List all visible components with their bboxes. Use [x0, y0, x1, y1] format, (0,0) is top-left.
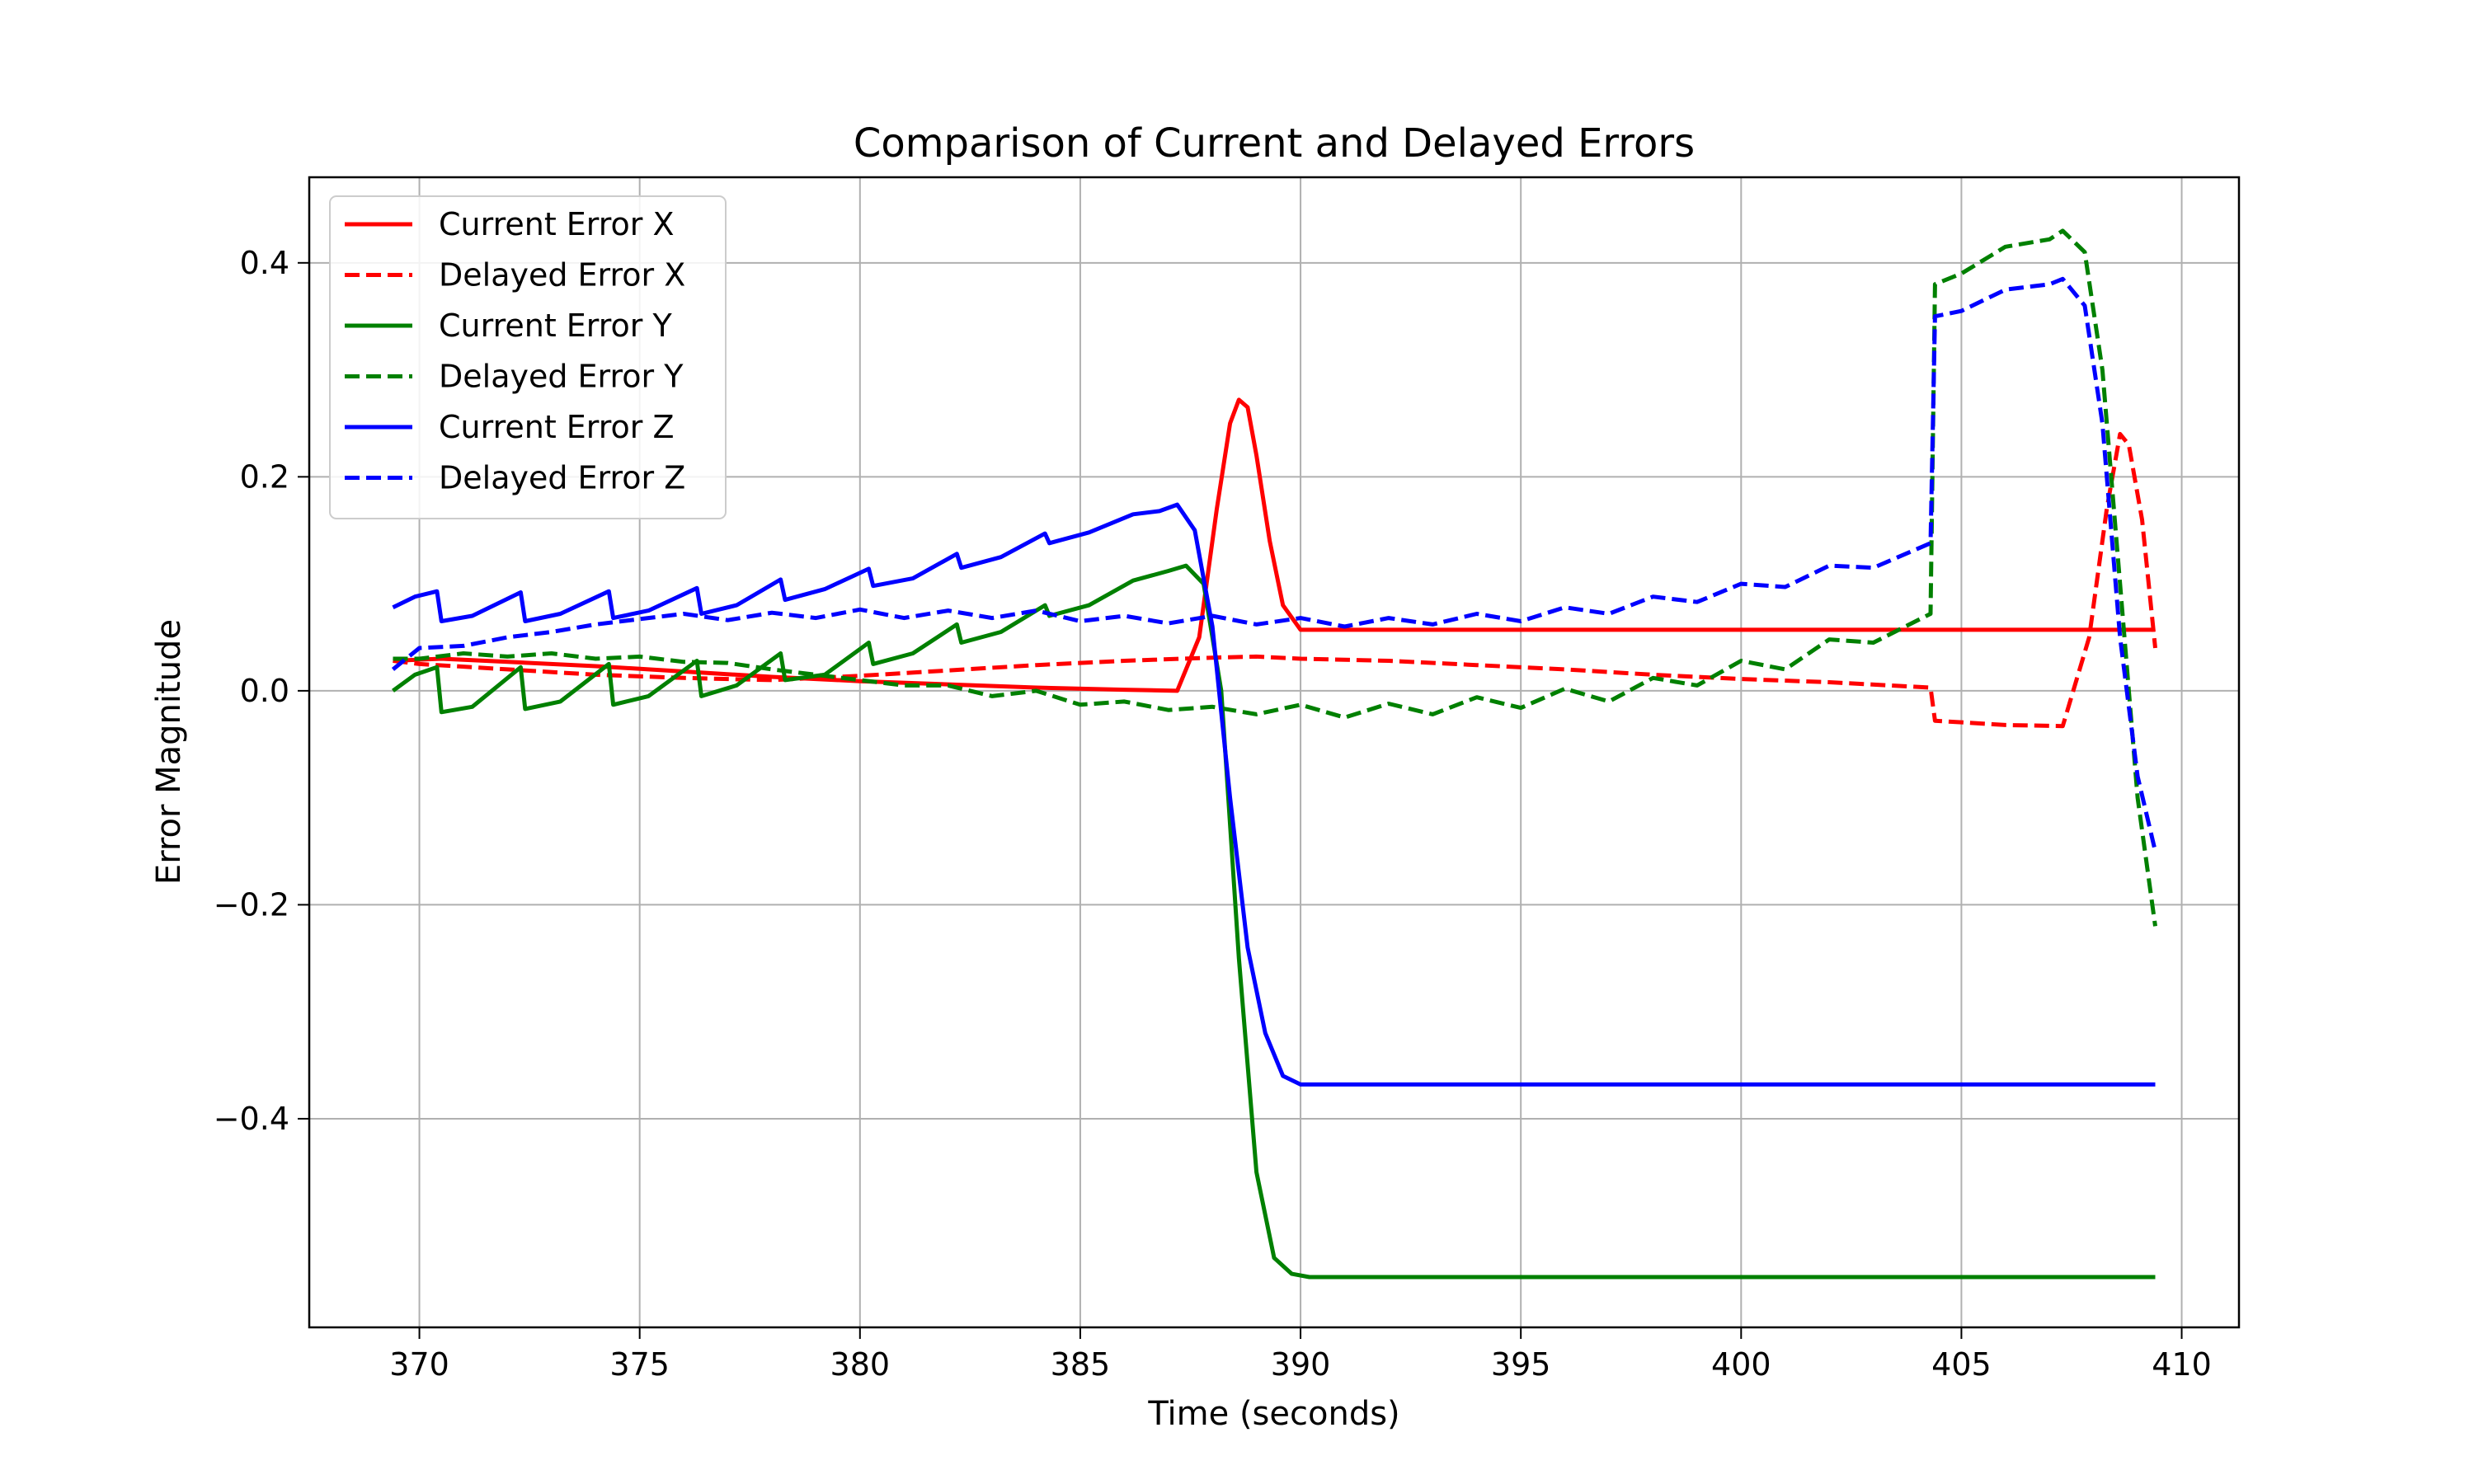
y-axis-label: Error Magnitude	[150, 619, 188, 885]
plot-frame	[308, 176, 2241, 1329]
legend-label: Current Error Z	[439, 409, 675, 445]
x-tick-label: 405	[1931, 1346, 1992, 1383]
y-tick-label: −0.2	[214, 886, 289, 923]
x-tick-label: 400	[1711, 1346, 1771, 1383]
x-axis-label: Time (seconds)	[1147, 1395, 1399, 1433]
x-tick-label: 410	[2152, 1346, 2212, 1383]
series-line-delayed-error-y	[393, 228, 2157, 927]
x-tick-label: 375	[609, 1346, 670, 1383]
legend: Current Error X Delayed Error X Current Er…	[329, 195, 727, 519]
y-tick-label: 0.0	[240, 673, 289, 709]
legend-label: Current Error Y	[439, 308, 673, 344]
y-tick-label: 0.2	[240, 458, 289, 495]
legend-label: Current Error X	[439, 206, 675, 242]
legend-label: Delayed Error X	[439, 257, 685, 294]
x-tick-label: 385	[1051, 1346, 1111, 1383]
legend-label: Delayed Error Z	[439, 460, 685, 496]
series-line-current-error-x	[393, 397, 2156, 693]
legend-label: Delayed Error Y	[439, 359, 684, 395]
y-tick-label: 0.4	[240, 245, 289, 281]
chart-title: Comparison of Current and Delayed Errors	[854, 120, 1695, 167]
x-tick-label: 395	[1491, 1346, 1551, 1383]
ticks: 370 375 380 385 390 395 400 405 410 −0.4 −0.2 0.0 0.…	[214, 245, 2212, 1383]
x-tick-label: 370	[389, 1346, 449, 1383]
series-line-current-error-y	[392, 563, 2156, 1280]
series-layer	[391, 228, 2157, 1280]
series-line-current-error-z	[392, 502, 2156, 1087]
grid	[309, 177, 2239, 1327]
x-tick-label: 380	[830, 1346, 891, 1383]
series-line-delayed-error-z	[391, 276, 2157, 852]
y-tick-label: −0.4	[214, 1101, 289, 1137]
x-tick-label: 390	[1271, 1346, 1331, 1383]
legend-box	[329, 195, 727, 519]
